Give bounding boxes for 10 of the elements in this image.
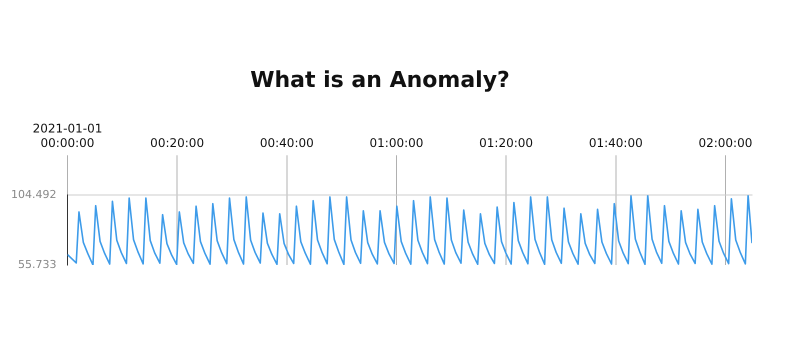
- y-tick-label: 55.733: [18, 258, 56, 271]
- x-tick-label: 02:00:00: [698, 136, 752, 150]
- x-tick-label: 01:00:00: [370, 136, 424, 150]
- x-tick-label: 2021-01-01 00:00:00: [32, 122, 102, 150]
- x-tick-label: 01:40:00: [588, 136, 643, 150]
- chart-title: What is an Anomaly?: [250, 68, 510, 93]
- y-tick-label: 104.492: [10, 188, 56, 202]
- x-tick-label: 01:20:00: [479, 136, 534, 150]
- x-tick-label: 00:40:00: [260, 136, 314, 150]
- x-tick-label: 00:20:00: [150, 136, 204, 150]
